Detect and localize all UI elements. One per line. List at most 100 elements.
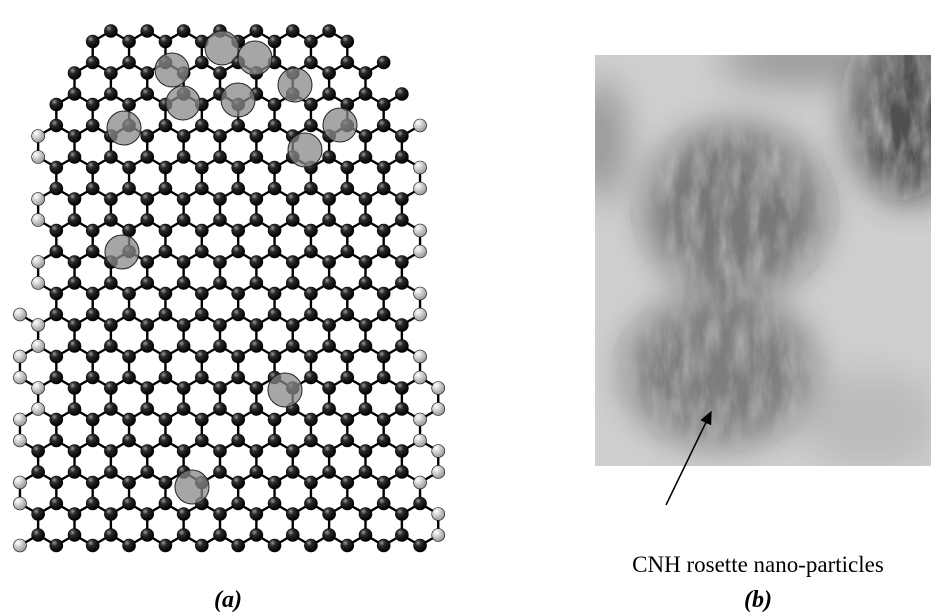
atom [359, 382, 372, 395]
atom [432, 382, 445, 395]
atom [141, 130, 154, 143]
atom [341, 35, 354, 48]
atom [268, 434, 281, 447]
atom [68, 130, 81, 143]
atom [359, 319, 372, 332]
atom [68, 193, 81, 206]
atom [123, 98, 136, 111]
atom [214, 529, 227, 542]
atom [104, 403, 117, 416]
atom [50, 434, 63, 447]
atom [32, 151, 45, 164]
atom [377, 539, 390, 552]
atom [86, 98, 99, 111]
atom [359, 277, 372, 290]
atom [214, 130, 227, 143]
atom [141, 403, 154, 416]
atom [414, 308, 427, 321]
atom [104, 445, 117, 458]
atom [159, 161, 172, 174]
atom [86, 287, 99, 300]
atom [86, 56, 99, 69]
atom [50, 287, 63, 300]
atom [377, 497, 390, 510]
atom [50, 161, 63, 174]
pentagon-marker [166, 86, 200, 120]
atom [250, 319, 263, 332]
atom [250, 340, 263, 353]
pentagon-marker [155, 53, 189, 87]
atom [123, 413, 136, 426]
atom [377, 224, 390, 237]
atom [359, 88, 372, 101]
atom [177, 403, 190, 416]
atom [250, 529, 263, 542]
atom [341, 476, 354, 489]
atom [341, 245, 354, 258]
atom [141, 193, 154, 206]
atom [304, 119, 317, 132]
atom [68, 67, 81, 80]
atom [323, 256, 336, 269]
atom [50, 497, 63, 510]
atom [86, 308, 99, 321]
atom [286, 214, 299, 227]
atom [250, 277, 263, 290]
atom [177, 382, 190, 395]
atom [395, 445, 408, 458]
atom [177, 319, 190, 332]
atom [68, 277, 81, 290]
atom [214, 67, 227, 80]
atom [432, 403, 445, 416]
atom [414, 497, 427, 510]
atom [286, 529, 299, 542]
atom [268, 224, 281, 237]
atom [414, 182, 427, 195]
atom [304, 350, 317, 363]
atom [123, 350, 136, 363]
atom [141, 88, 154, 101]
atom [395, 319, 408, 332]
atom [304, 224, 317, 237]
atom [177, 508, 190, 521]
atom [177, 445, 190, 458]
atom [250, 151, 263, 164]
atom [32, 256, 45, 269]
atom [304, 434, 317, 447]
pentagon-marker [288, 133, 322, 167]
atom [268, 308, 281, 321]
atom [323, 403, 336, 416]
atom [268, 413, 281, 426]
atom [214, 193, 227, 206]
atom [359, 445, 372, 458]
atom [214, 277, 227, 290]
atom [359, 67, 372, 80]
atom [304, 371, 317, 384]
atom [304, 476, 317, 489]
atom [304, 35, 317, 48]
atom [304, 98, 317, 111]
atom [86, 182, 99, 195]
atom [50, 245, 63, 258]
atom [123, 182, 136, 195]
atom [395, 508, 408, 521]
atom [141, 529, 154, 542]
atom [268, 350, 281, 363]
atom [268, 182, 281, 195]
atom [32, 445, 45, 458]
atom [323, 466, 336, 479]
atom [214, 214, 227, 227]
atom [304, 497, 317, 510]
atom [323, 529, 336, 542]
atom [123, 56, 136, 69]
atom [414, 224, 427, 237]
atom [141, 382, 154, 395]
atom [323, 508, 336, 521]
atom [86, 35, 99, 48]
pentagon-marker [221, 83, 255, 117]
atom [414, 161, 427, 174]
atom [414, 119, 427, 132]
atom [159, 182, 172, 195]
atom [86, 245, 99, 258]
atom [195, 224, 208, 237]
